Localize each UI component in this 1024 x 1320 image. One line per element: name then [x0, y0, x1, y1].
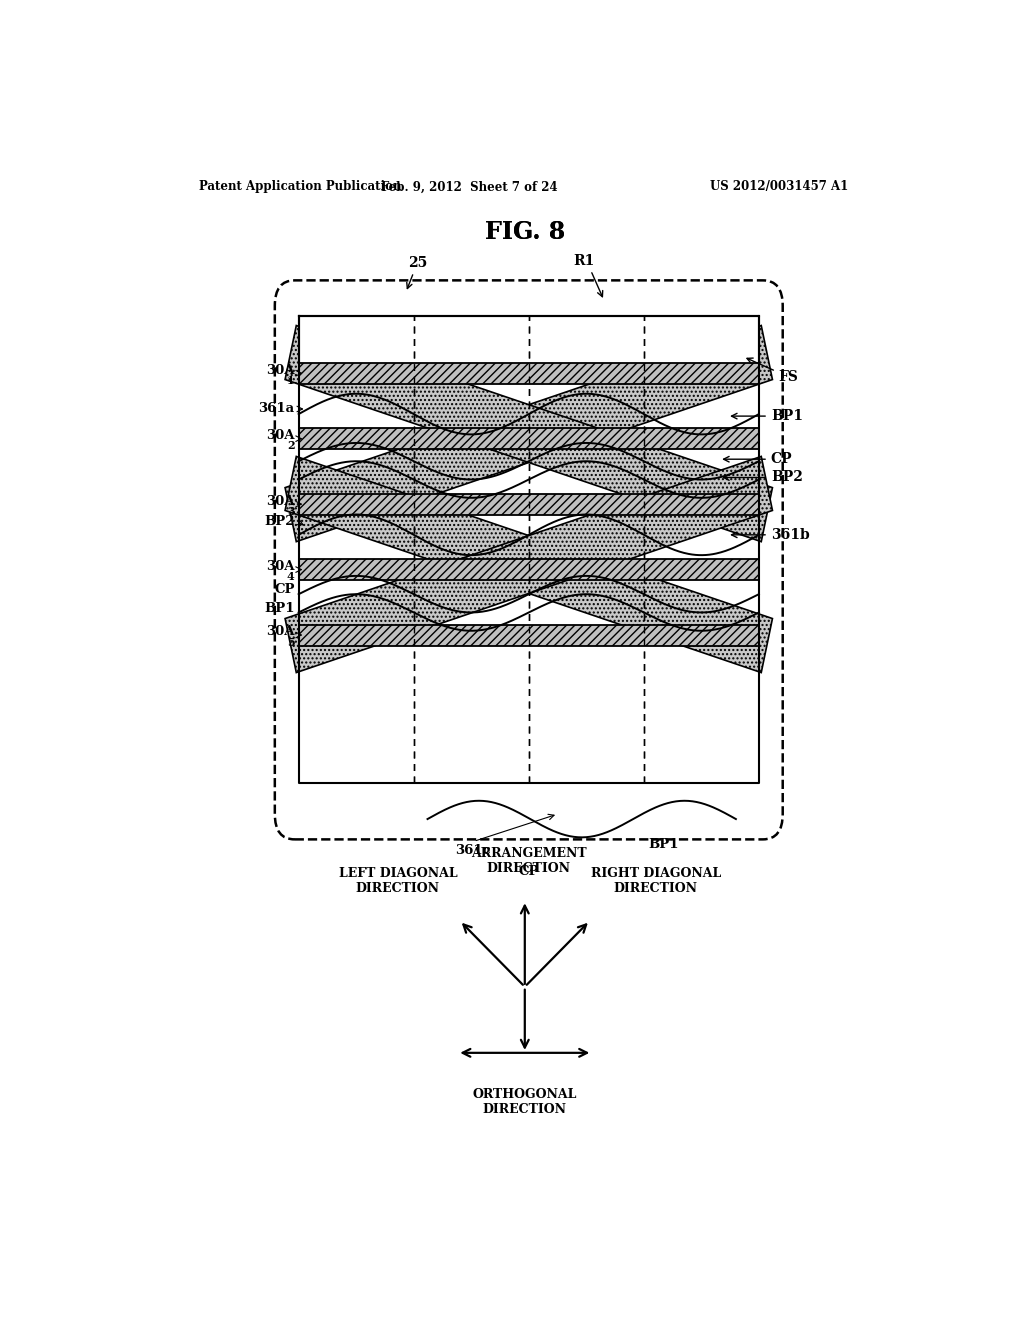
Text: 25: 25 [408, 256, 427, 271]
Text: US 2012/0031457 A1: US 2012/0031457 A1 [710, 181, 848, 193]
Text: 2: 2 [287, 441, 295, 451]
Text: Patent Application Publication: Patent Application Publication [200, 181, 402, 193]
Text: 30A: 30A [266, 560, 295, 573]
Text: CP: CP [274, 582, 295, 595]
Polygon shape [285, 457, 772, 673]
Text: LEFT DIAGONAL
DIRECTION: LEFT DIAGONAL DIRECTION [339, 867, 457, 895]
Text: ORTHOGONAL
DIRECTION: ORTHOGONAL DIRECTION [473, 1089, 577, 1117]
Text: 30A: 30A [266, 364, 295, 376]
Bar [299, 315, 759, 363]
Text: Feb. 9, 2012  Sheet 7 of 24: Feb. 9, 2012 Sheet 7 of 24 [381, 181, 557, 193]
Text: 3: 3 [287, 506, 295, 516]
Bar [299, 624, 759, 645]
Text: 4: 4 [287, 572, 295, 582]
Text: BP2: BP2 [264, 515, 295, 528]
Text: CP: CP [724, 453, 793, 466]
Bar [299, 494, 759, 515]
Text: 361a: 361a [258, 403, 295, 416]
Text: CP: CP [518, 865, 539, 878]
Polygon shape [285, 326, 772, 541]
Text: 361b: 361b [731, 528, 810, 541]
Text: 30A: 30A [266, 429, 295, 442]
Text: BP1: BP1 [264, 602, 295, 615]
Text: 1: 1 [287, 375, 295, 385]
Text: FS: FS [746, 358, 799, 384]
Text: 30A: 30A [266, 495, 295, 508]
Bar [299, 363, 759, 384]
Bar [299, 428, 759, 449]
Text: FIG. 8: FIG. 8 [484, 219, 565, 244]
Text: RIGHT DIAGONAL
DIRECTION: RIGHT DIAGONAL DIRECTION [591, 867, 721, 895]
Text: R1: R1 [573, 255, 595, 268]
Polygon shape [285, 326, 772, 541]
Text: FIG. 8: FIG. 8 [484, 219, 565, 244]
Text: 5: 5 [287, 636, 295, 648]
Bar [299, 560, 759, 579]
Text: ARRANGEMENT
DIRECTION: ARRANGEMENT DIRECTION [471, 847, 587, 875]
Text: BP1: BP1 [731, 409, 803, 424]
Text: 361c: 361c [455, 845, 490, 858]
Text: 30A: 30A [266, 626, 295, 639]
Text: BP2: BP2 [724, 470, 803, 484]
Text: BP1: BP1 [648, 838, 679, 851]
Polygon shape [285, 457, 772, 673]
